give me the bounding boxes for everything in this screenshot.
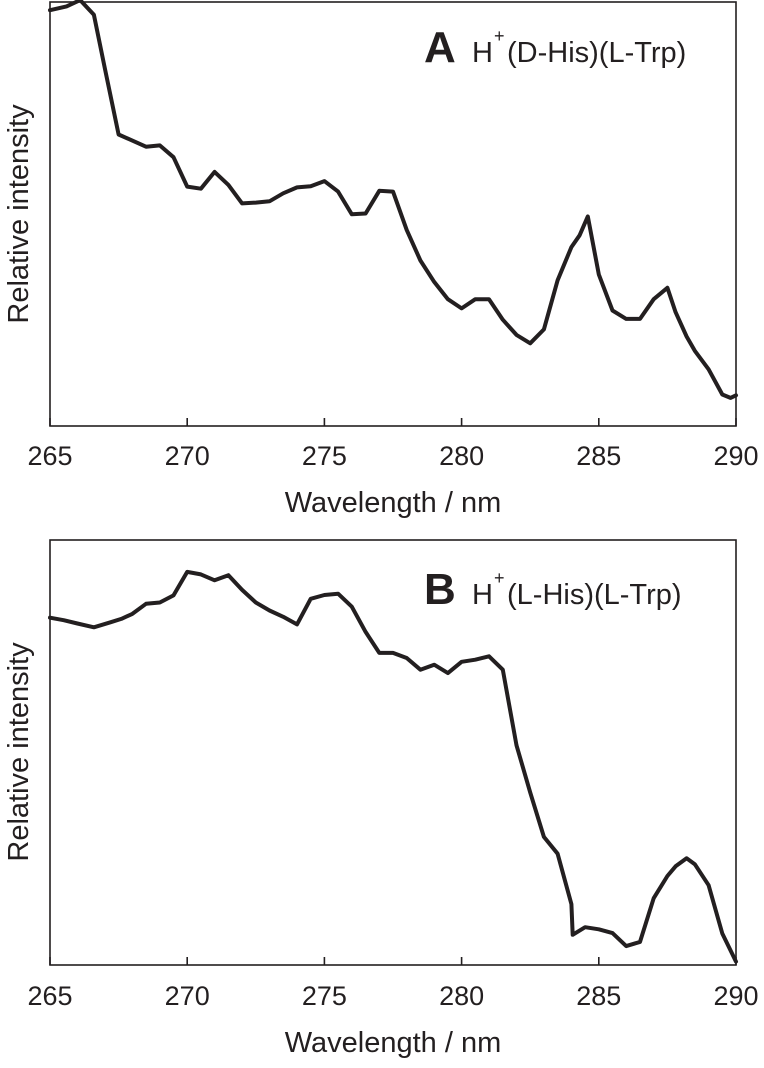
x-tick-label: 285 [576,981,621,1011]
x-tick-label: 290 [713,981,758,1011]
x-tick-label: 265 [27,981,72,1011]
panel-label-a-charge: + [494,26,505,46]
panel-label-b-rest: (L-His)(L-Trp) [507,579,682,611]
y-axis-title-a: Relative intensity [3,104,35,324]
panel-letter-b: B [424,565,456,614]
x-tick-label: 280 [439,981,484,1011]
panel-b: 265 270 275 280 285 290 Wavelength / nm … [3,539,759,1059]
x-tick-label: 275 [302,981,347,1011]
x-ticks-b [49,957,737,965]
panel-label-a-ion: H [472,37,493,69]
x-axis-title-a: Wavelength / nm [285,487,502,519]
x-tick-label: 285 [576,441,621,471]
y-axis-title-b: Relative intensity [3,642,35,862]
panel-label-a-rest: (D-His)(L-Trp) [507,37,686,69]
x-axis-title-b: Wavelength / nm [285,1027,502,1059]
spectrum-line-a [48,0,738,400]
x-tick-label: 265 [27,441,72,471]
panel-letter-a: A [424,23,456,72]
panel-label-b-charge: + [494,568,505,588]
x-ticks-a [49,418,737,426]
plot-frame-b [49,539,737,966]
panel-label-b-ion: H [472,579,493,611]
panel-a: 265 270 275 280 285 290 Wavelength / nm … [3,0,759,519]
x-tick-label: 280 [439,441,484,471]
x-tick-label: 290 [713,441,758,471]
spectrum-line-b [48,569,738,964]
x-tick-label: 275 [302,441,347,471]
x-tick-label: 270 [165,441,210,471]
plot-frame-a [49,1,737,427]
x-tick-label: 270 [165,981,210,1011]
